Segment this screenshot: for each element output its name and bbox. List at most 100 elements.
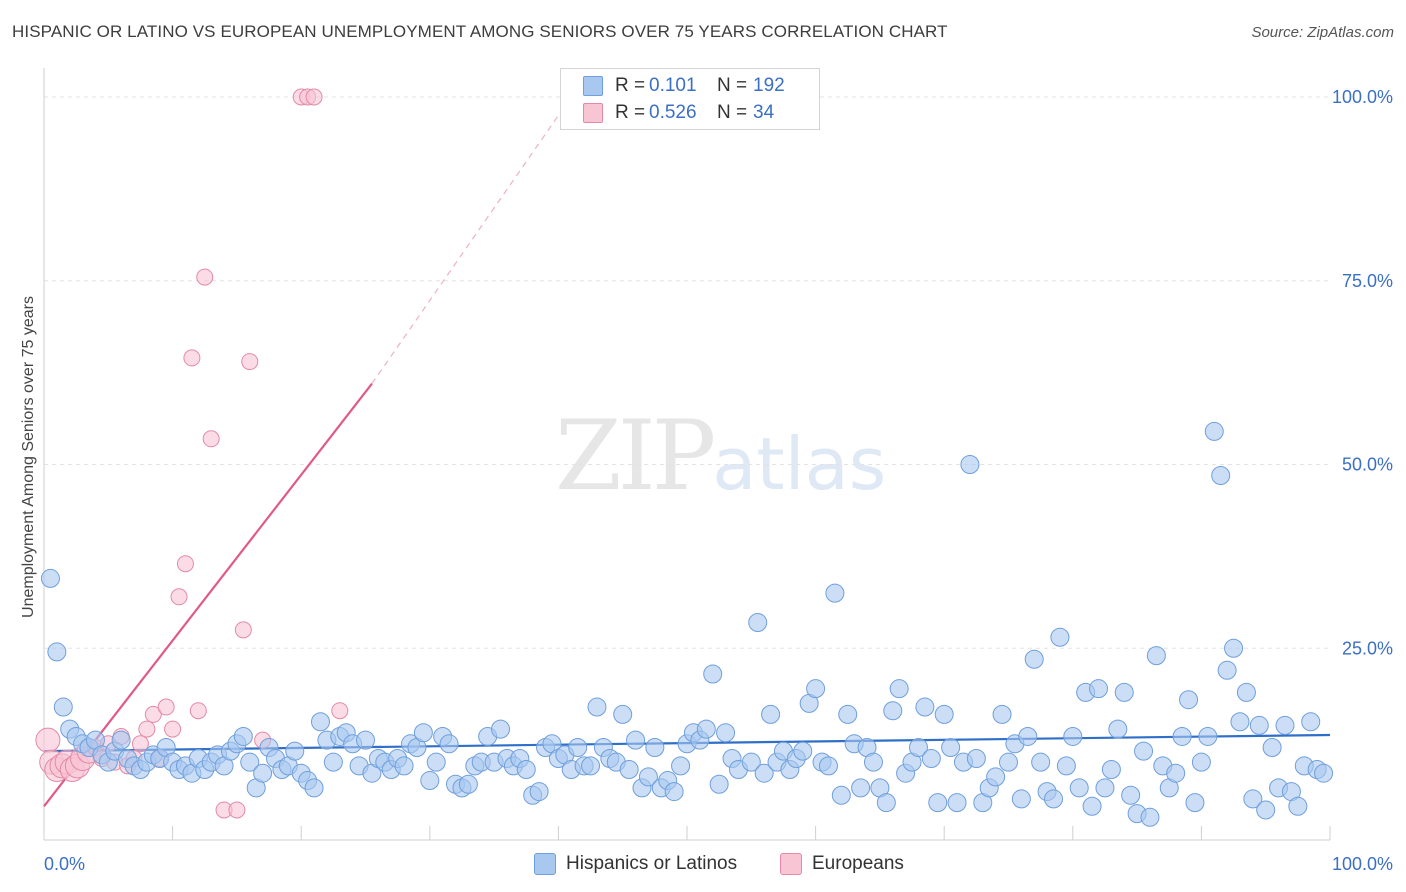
legend-swatch-hispanics <box>583 76 603 96</box>
chart-title: HISPANIC OR LATINO VS EUROPEAN UNEMPLOYM… <box>12 22 948 41</box>
y-tick-label: 50.0% <box>1342 455 1393 475</box>
hispanics-point <box>851 778 871 798</box>
hispanics-point <box>240 752 260 772</box>
series-legend-hispanics[interactable]: Hispanics or Latinos <box>534 851 737 877</box>
hispanics-point <box>1243 789 1263 809</box>
hispanics-point <box>420 771 440 791</box>
hispanics-point <box>934 704 954 724</box>
x-tick-label: 100.0% <box>1332 854 1393 874</box>
legend-n-value: 192 <box>753 75 785 96</box>
hispanics-point <box>696 719 716 739</box>
hispanics-point <box>889 679 909 699</box>
europeans-legend-label: Europeans <box>812 853 904 874</box>
y-axis-title: Unemployment Among Seniors over 75 years <box>20 296 37 618</box>
europeans-points <box>35 88 349 819</box>
hispanics-point <box>947 793 967 813</box>
hispanics-point <box>439 734 459 754</box>
europeans-point <box>183 349 201 367</box>
watermark-zip: ZIP <box>555 400 716 512</box>
hispanics-point <box>671 756 691 776</box>
hispanics-point <box>863 752 883 772</box>
hispanics-point <box>40 568 60 588</box>
hispanics-point <box>638 767 658 787</box>
hispanics-point <box>716 723 736 743</box>
hispanics-point <box>915 697 935 717</box>
hispanics-point <box>1050 627 1070 647</box>
hispanics-point <box>1069 778 1089 798</box>
europeans-point <box>176 555 194 573</box>
europeans-point <box>189 702 207 720</box>
hispanics-point <box>1211 466 1231 486</box>
tick-labels: 25.0% 50.0% 75.0% 100.0% 0.0% 100.0% <box>44 87 1393 874</box>
europeans-trend-extension <box>371 96 572 384</box>
hispanics-point <box>285 741 305 761</box>
hispanics-point <box>1134 741 1154 761</box>
hispanics-point <box>1108 719 1128 739</box>
hispanics-point <box>1185 793 1205 813</box>
hispanics-point <box>568 737 588 757</box>
europeans-point <box>157 698 175 716</box>
series-legend-europeans[interactable]: Europeans <box>780 851 904 877</box>
hispanics-point <box>1224 638 1244 658</box>
hispanics-point <box>664 782 684 802</box>
hispanics-point <box>426 752 446 772</box>
hispanics-point <box>233 726 253 746</box>
hispanics-point <box>1301 712 1321 732</box>
europeans-point <box>228 801 246 819</box>
hispanics-legend-label: Hispanics or Latinos <box>566 853 738 874</box>
hispanics-point <box>754 763 774 783</box>
hispanics-point <box>1236 682 1256 702</box>
legend-n-label: N = <box>717 102 748 123</box>
watermark: ZIPatlas <box>555 400 886 512</box>
hispanics-point <box>587 697 607 717</box>
hispanics-point <box>941 737 961 757</box>
europeans-point <box>241 353 259 371</box>
hispanics-point <box>323 752 343 772</box>
hispanics-point <box>356 730 375 750</box>
hispanics-point <box>838 704 858 724</box>
hispanics-point <box>613 704 633 724</box>
europeans-point <box>170 588 188 606</box>
hispanics-point <box>581 756 601 776</box>
hispanics-point <box>1204 421 1224 441</box>
hispanics-point <box>761 704 781 724</box>
y-tick-label: 75.0% <box>1342 271 1393 291</box>
hispanics-point <box>908 737 928 757</box>
legend-row-europeans: R = 0.526 N = 34 <box>583 100 774 126</box>
hispanics-point <box>1063 726 1083 746</box>
hispanics-point <box>394 756 414 776</box>
hispanics-point <box>304 778 324 798</box>
hispanics-point <box>253 763 273 783</box>
europeans-point <box>196 268 214 286</box>
hispanics-point <box>645 737 665 757</box>
hispanics-point <box>992 704 1012 724</box>
correlation-legend: R = 0.101 N = 192 R = 0.526 N = 34 <box>560 68 820 130</box>
hispanics-point <box>1256 800 1276 820</box>
hispanics-point <box>529 782 549 802</box>
legend-r-value: 0.101 <box>649 75 697 96</box>
hispanics-point <box>626 730 646 750</box>
hispanics-point <box>413 723 433 743</box>
hispanics-point <box>1121 785 1141 805</box>
hispanics-point <box>1198 726 1218 746</box>
hispanics-point <box>1230 712 1250 732</box>
hispanics-point <box>1249 715 1269 735</box>
hispanics-point <box>1024 649 1044 669</box>
hispanics-point <box>825 583 845 603</box>
hispanics-point <box>1056 756 1076 776</box>
legend-r-label: R = <box>615 75 646 96</box>
hispanics-point <box>1140 807 1160 827</box>
hispanics-point <box>1101 760 1121 780</box>
hispanics-point <box>1031 752 1051 772</box>
hispanics-point <box>1275 715 1295 735</box>
europeans-point <box>144 705 162 723</box>
hispanics-point <box>1166 763 1186 783</box>
hispanics-point <box>986 767 1006 787</box>
hispanics-point <box>876 793 896 813</box>
legend-row-hispanics: R = 0.101 N = 192 <box>583 73 785 99</box>
hispanics-point <box>793 741 813 761</box>
hispanics-point <box>1114 682 1134 702</box>
hispanics-point <box>458 774 478 794</box>
hispanics-point <box>47 642 67 662</box>
hispanics-point <box>703 664 723 684</box>
